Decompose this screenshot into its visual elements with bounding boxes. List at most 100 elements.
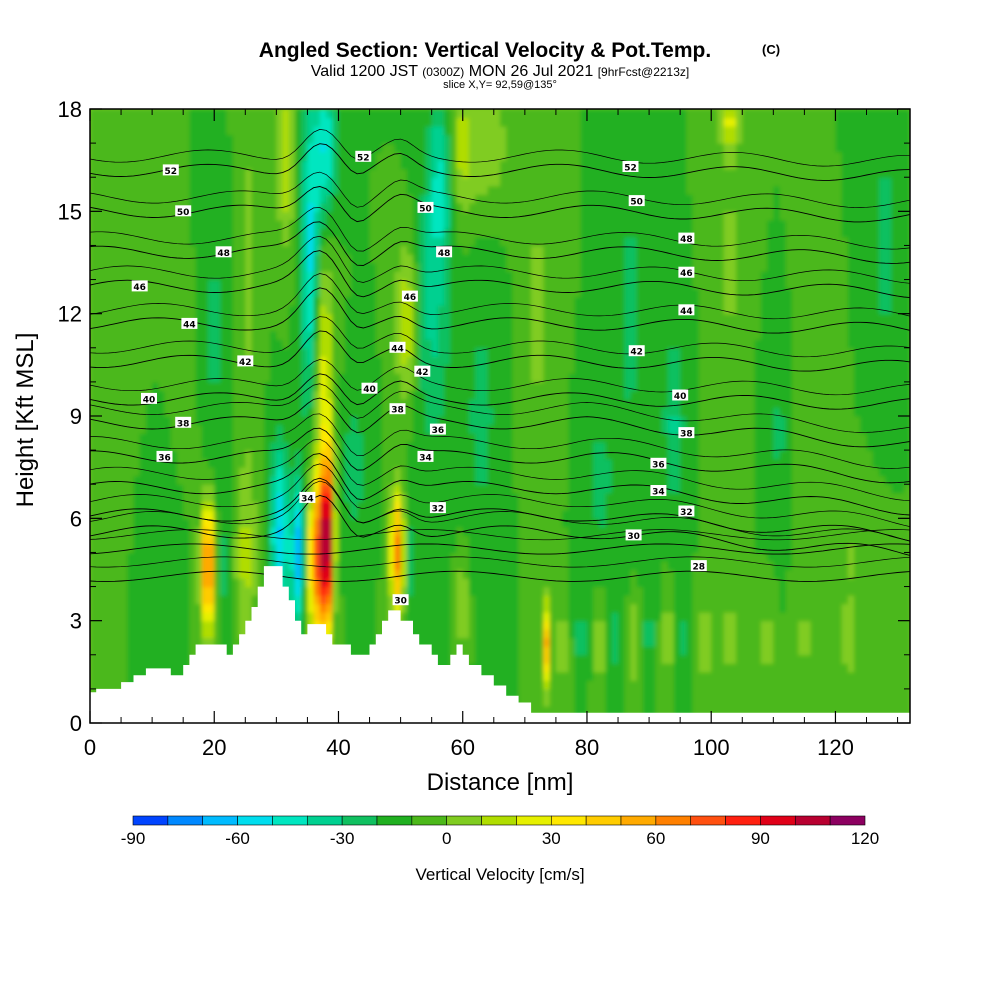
field-cell (121, 356, 128, 366)
field-cell (263, 509, 271, 519)
field-cell (189, 560, 197, 571)
field-cell (114, 253, 122, 264)
field-cell (257, 535, 265, 545)
field-cell (139, 620, 147, 630)
field-cell (145, 492, 153, 502)
field-cell (158, 398, 166, 409)
field-cell (133, 143, 141, 153)
field-cell (208, 194, 215, 204)
field-cell (170, 501, 178, 511)
field-cell (245, 492, 253, 502)
field-cell (164, 398, 172, 409)
field-cell (176, 578, 184, 588)
field-cell (276, 501, 284, 511)
field-cell (350, 569, 358, 579)
field-cell (102, 236, 110, 247)
field-cell (220, 467, 228, 477)
field-cell (96, 296, 104, 306)
field-cell (214, 603, 222, 613)
field-cell (475, 253, 482, 264)
field-cell (419, 543, 427, 554)
field-cell (444, 194, 451, 204)
field-cell (493, 330, 501, 340)
field-cell (419, 194, 427, 204)
field-cell (394, 552, 402, 562)
field-cell (437, 492, 445, 502)
field-cell (102, 364, 110, 374)
field-cell (270, 552, 277, 562)
field-cell (133, 629, 141, 639)
field-cell (394, 458, 402, 468)
field-cell (183, 364, 190, 374)
field-cell (500, 288, 507, 298)
field-cell (90, 305, 97, 315)
field-cell (375, 134, 383, 144)
field-cell (350, 271, 358, 281)
field-cell (121, 543, 128, 554)
field-cell (332, 433, 340, 443)
field-cell (475, 194, 482, 204)
field-cell (493, 526, 501, 536)
field-cell (481, 160, 489, 170)
field-cell (232, 484, 240, 494)
field-cell (152, 143, 159, 153)
field-cell (301, 143, 309, 153)
field-cell (96, 305, 104, 315)
field-cell (369, 322, 377, 332)
field-cell (332, 202, 340, 212)
field-cell (326, 168, 333, 178)
field-cell (127, 330, 135, 340)
field-cell (462, 390, 470, 400)
field-cell (201, 484, 209, 494)
field-cell (437, 629, 445, 639)
field-cell (90, 424, 97, 434)
field-cell (189, 620, 197, 630)
field-cell (419, 253, 427, 264)
field-cell (338, 407, 346, 417)
field-cell (487, 654, 495, 664)
field-cell (145, 629, 153, 639)
field-cell (170, 339, 178, 349)
field-cell (295, 313, 302, 323)
field-cell (481, 330, 489, 340)
field-cell (375, 296, 383, 306)
field-cell (313, 612, 321, 622)
field-cell (437, 407, 445, 417)
field-cell (307, 151, 315, 161)
field-cell (394, 211, 402, 221)
field-cell (121, 654, 128, 664)
field-cell (102, 629, 110, 639)
field-cell (145, 484, 153, 494)
field-cell (121, 151, 128, 161)
field-cell (462, 143, 470, 153)
field-cell (481, 202, 489, 212)
field-cell (394, 322, 402, 332)
field-cell (226, 629, 234, 639)
field-cell (288, 526, 296, 536)
field-cell (257, 313, 265, 323)
field-cell (239, 543, 246, 554)
field-cell (164, 569, 172, 579)
field-cell (170, 654, 178, 664)
field-cell (500, 322, 507, 332)
field-cell (375, 245, 383, 255)
field-cell (251, 202, 259, 212)
field-cell (96, 663, 104, 673)
field-cell (363, 543, 371, 554)
field-cell (232, 595, 240, 605)
field-cell (512, 663, 520, 673)
field-cell (170, 288, 178, 298)
field-cell (500, 509, 507, 519)
field-cell (425, 194, 433, 204)
field-cell (475, 509, 482, 519)
field-cell (332, 475, 340, 485)
field-cell (344, 381, 352, 392)
field-cell (437, 322, 445, 332)
field-cell (251, 381, 259, 392)
field-cell (133, 433, 141, 443)
field-cell (388, 288, 395, 298)
field-cell (114, 313, 122, 323)
field-cell (369, 117, 377, 127)
field-cell (102, 347, 110, 357)
field-cell (189, 143, 197, 153)
